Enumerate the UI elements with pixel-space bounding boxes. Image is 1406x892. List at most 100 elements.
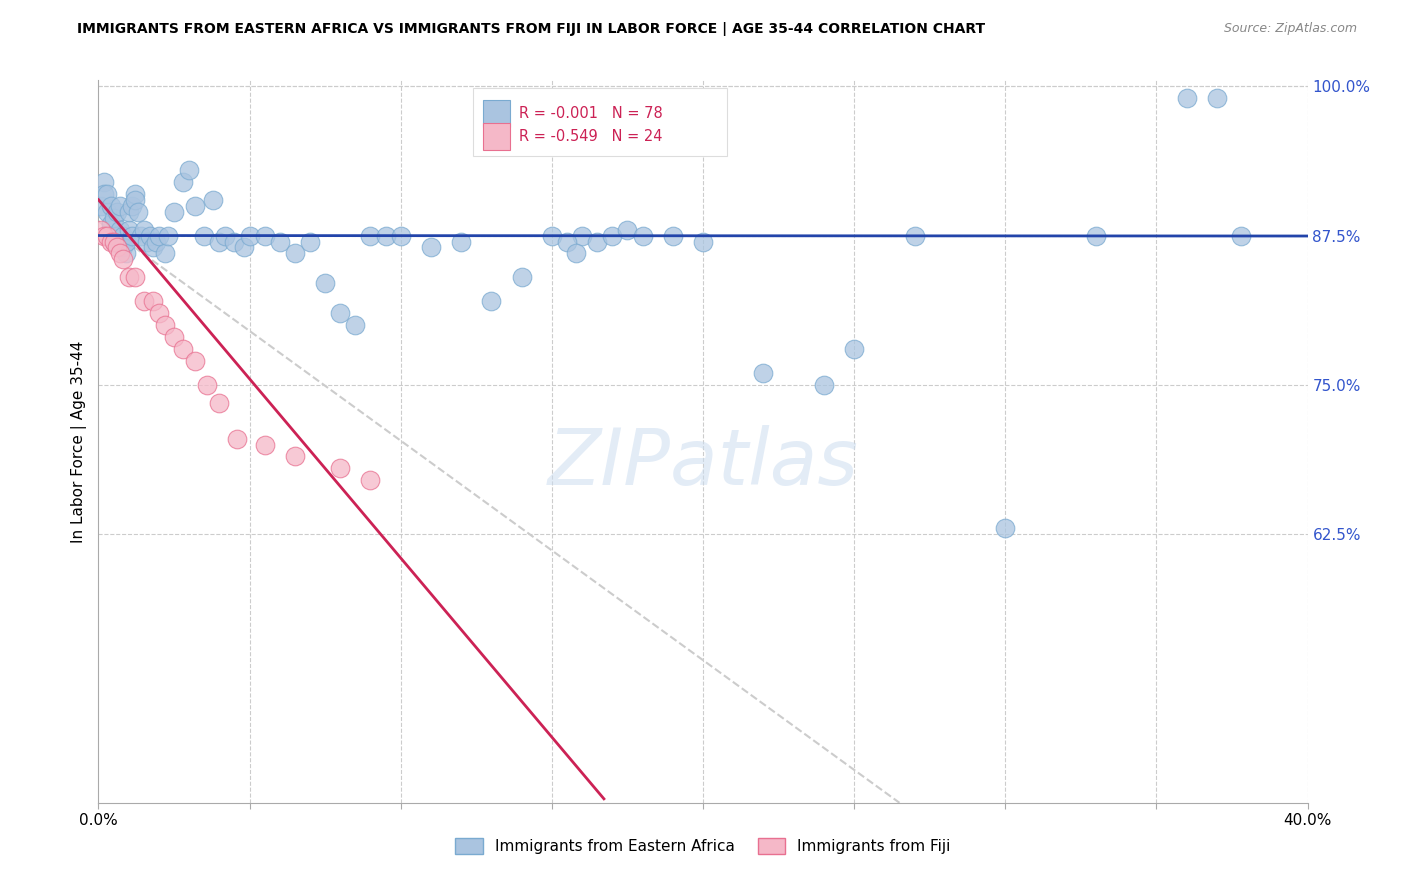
Point xyxy=(344,318,367,332)
Point xyxy=(692,235,714,249)
Point xyxy=(172,175,194,189)
Point xyxy=(121,228,143,243)
Point xyxy=(132,294,155,309)
Point xyxy=(1206,91,1229,105)
Point xyxy=(374,228,396,243)
Point xyxy=(661,228,683,243)
Point xyxy=(616,222,638,236)
Point xyxy=(226,432,249,446)
Point xyxy=(163,204,186,219)
Point xyxy=(602,228,624,243)
Point xyxy=(108,246,131,260)
Point xyxy=(90,199,112,213)
Point xyxy=(253,228,276,243)
Point xyxy=(586,235,609,249)
Point xyxy=(184,199,207,213)
Point xyxy=(100,217,122,231)
Point xyxy=(994,521,1017,535)
Point xyxy=(172,342,194,356)
Point xyxy=(111,252,134,267)
Point xyxy=(108,222,131,236)
Text: Source: ZipAtlas.com: Source: ZipAtlas.com xyxy=(1223,22,1357,36)
Bar xyxy=(482,100,509,128)
Point xyxy=(103,235,125,249)
Point xyxy=(124,270,146,285)
Point xyxy=(510,270,533,285)
Point xyxy=(752,366,775,380)
Point xyxy=(96,186,118,201)
Point xyxy=(389,228,412,243)
Point xyxy=(904,228,927,243)
Point xyxy=(93,175,115,189)
Point xyxy=(565,246,588,260)
Point xyxy=(195,377,218,392)
Point xyxy=(90,222,112,236)
Point xyxy=(214,228,236,243)
Point xyxy=(420,240,443,254)
Point xyxy=(844,342,866,356)
Point xyxy=(284,246,307,260)
Point xyxy=(129,228,152,243)
Point xyxy=(148,306,170,320)
Point xyxy=(299,235,322,249)
Point xyxy=(135,235,157,249)
Point xyxy=(1085,228,1108,243)
Point xyxy=(329,461,352,475)
Point xyxy=(127,204,149,219)
Point xyxy=(284,450,307,464)
Point xyxy=(208,235,231,249)
Point xyxy=(114,235,136,249)
Point xyxy=(121,199,143,213)
Point xyxy=(96,204,118,219)
Point xyxy=(105,204,128,219)
Point xyxy=(118,204,141,219)
Point xyxy=(108,199,131,213)
Point xyxy=(571,228,593,243)
Text: R = -0.549   N = 24: R = -0.549 N = 24 xyxy=(519,129,662,145)
Point xyxy=(193,228,215,243)
Point xyxy=(124,186,146,201)
Point xyxy=(329,306,352,320)
Point xyxy=(202,193,225,207)
Point xyxy=(103,235,125,249)
Text: IMMIGRANTS FROM EASTERN AFRICA VS IMMIGRANTS FROM FIJI IN LABOR FORCE | AGE 35-4: IMMIGRANTS FROM EASTERN AFRICA VS IMMIGR… xyxy=(77,22,986,37)
Point xyxy=(96,228,118,243)
Legend: Immigrants from Eastern Africa, Immigrants from Fiji: Immigrants from Eastern Africa, Immigran… xyxy=(449,832,957,860)
Point xyxy=(105,240,128,254)
Y-axis label: In Labor Force | Age 35-44: In Labor Force | Age 35-44 xyxy=(72,341,87,542)
Point xyxy=(163,330,186,344)
Point xyxy=(179,162,201,177)
Point xyxy=(111,240,134,254)
Point xyxy=(132,222,155,236)
Point xyxy=(93,228,115,243)
Point xyxy=(555,235,578,249)
Point xyxy=(314,277,336,291)
Bar xyxy=(482,123,509,151)
Point xyxy=(100,199,122,213)
Point xyxy=(142,240,165,254)
Point xyxy=(100,235,122,249)
Point xyxy=(184,354,207,368)
Point xyxy=(360,228,382,243)
Text: R = -0.001   N = 78: R = -0.001 N = 78 xyxy=(519,106,664,121)
Point xyxy=(269,235,291,249)
Point xyxy=(631,228,654,243)
Point xyxy=(208,395,231,409)
Point xyxy=(153,318,176,332)
Point xyxy=(1230,228,1253,243)
Point xyxy=(224,235,246,249)
Point xyxy=(156,228,179,243)
Point xyxy=(111,228,134,243)
Point xyxy=(93,186,115,201)
Point xyxy=(450,235,472,249)
Point xyxy=(813,377,835,392)
Point xyxy=(118,270,141,285)
Text: ZIPatlas: ZIPatlas xyxy=(547,425,859,501)
Point xyxy=(105,228,128,243)
Point xyxy=(153,246,176,260)
Point xyxy=(148,228,170,243)
Point xyxy=(103,211,125,225)
Point xyxy=(239,228,262,243)
FancyBboxPatch shape xyxy=(474,87,727,156)
Point xyxy=(145,235,167,249)
